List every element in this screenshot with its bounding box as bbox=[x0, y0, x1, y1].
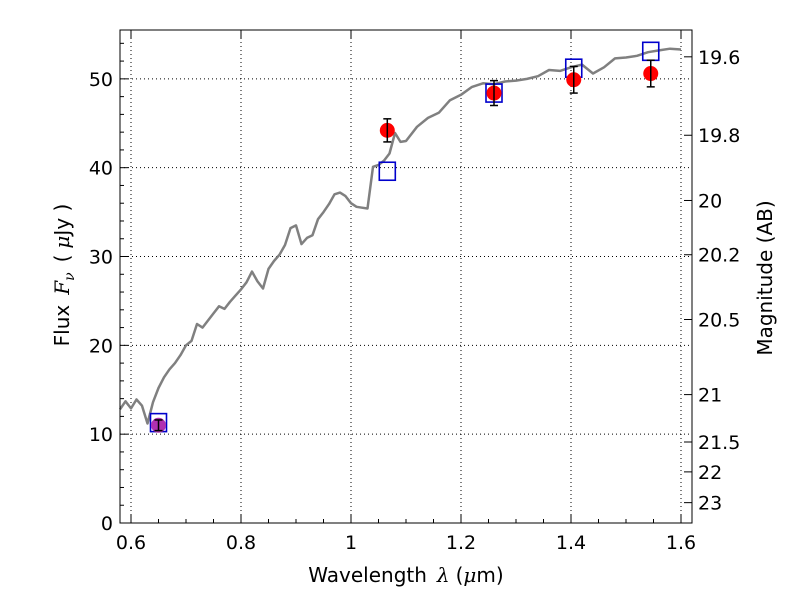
right-axis-label: Magnitude (AB) bbox=[753, 200, 777, 355]
y-tick-label: 40 bbox=[89, 158, 113, 180]
mag-tick-label: 21 bbox=[698, 385, 722, 407]
x-tick-label: 0.6 bbox=[116, 532, 146, 554]
mag-tick-label: 19.8 bbox=[698, 125, 740, 147]
y-tick-label: 30 bbox=[89, 247, 113, 269]
y-tick-label: 20 bbox=[89, 335, 113, 357]
y-tick-label: 10 bbox=[89, 424, 113, 446]
model-spectrum bbox=[118, 47, 682, 425]
mag-tick-label: 21.5 bbox=[698, 432, 740, 454]
mag-tick-label: 20.5 bbox=[698, 310, 740, 332]
mag-tick-label: 20 bbox=[698, 190, 722, 212]
x-tick-label: 1.2 bbox=[446, 532, 476, 554]
y-tick-label: 0 bbox=[101, 513, 113, 535]
grid bbox=[120, 30, 692, 524]
axis-ticks: 0.6 0.8 1 1.2 1.4 1.6 0 10 20 30 40 50 19.6 19.8 20 20.… bbox=[89, 30, 740, 554]
x-tick-label: 1.6 bbox=[666, 532, 696, 554]
x-tick-label: 1 bbox=[345, 532, 357, 554]
mag-tick-label: 23 bbox=[698, 493, 722, 515]
mag-tick-label: 19.6 bbox=[698, 47, 740, 69]
synthetic-square bbox=[378, 161, 397, 182]
plot-frame bbox=[119, 29, 693, 524]
y-tick-label: 50 bbox=[89, 69, 113, 91]
model-spectrum-line bbox=[118, 47, 682, 425]
x-tick-label: 1.4 bbox=[556, 532, 586, 554]
x-axis-label: Wavelength λ (μm) bbox=[308, 563, 503, 587]
photometry-points bbox=[149, 41, 660, 433]
mag-tick-label: 22 bbox=[698, 462, 722, 484]
y-axis-label: FluxFν(μJy ) bbox=[50, 204, 78, 347]
x-tick-label: 0.8 bbox=[226, 532, 256, 554]
mag-tick-label: 20.2 bbox=[698, 245, 740, 267]
